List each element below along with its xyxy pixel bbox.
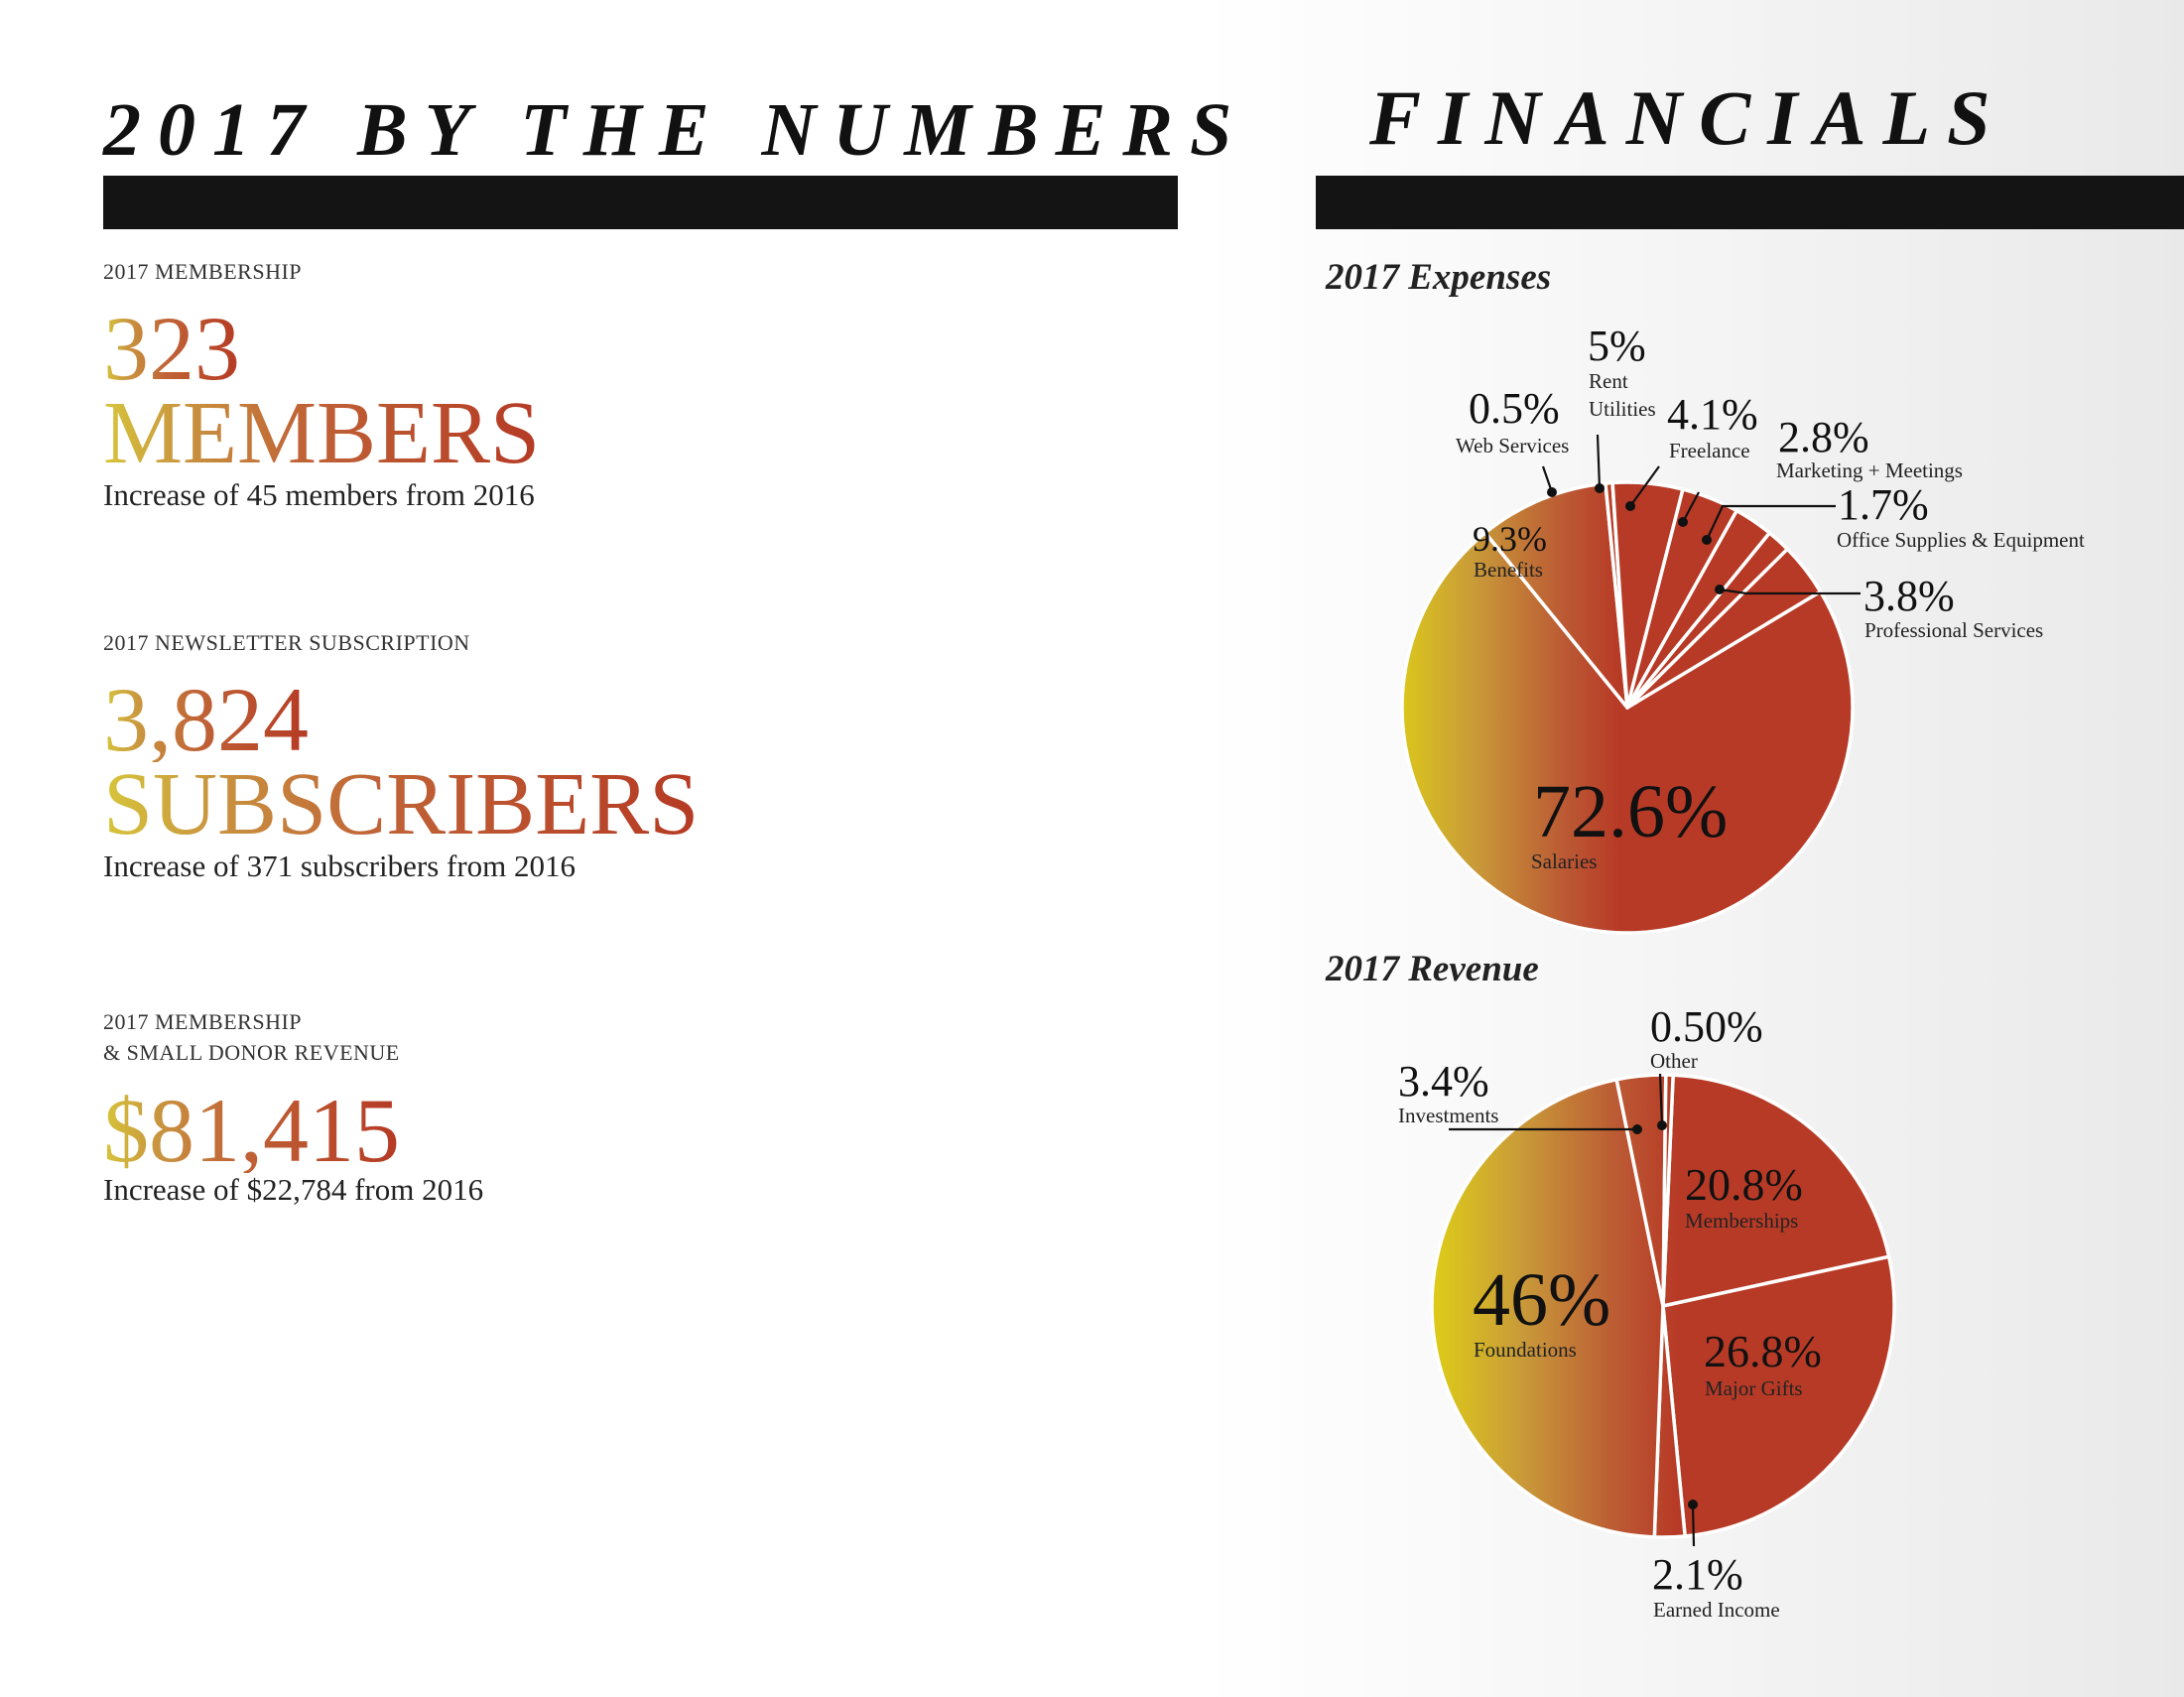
revenue-slice-major-gifts	[1661, 1254, 1896, 1538]
label-benefits: Benefits	[1474, 558, 1543, 582]
leader-professional	[1719, 587, 1861, 595]
label-rent-line2: Utilities	[1589, 397, 1656, 421]
label-major-gifts: Major Gifts	[1705, 1376, 1803, 1400]
leader-rent	[1596, 434, 1602, 489]
pct-office: 1.7%	[1838, 480, 1929, 529]
stat-note-members: Increase of 45 members from 2016	[103, 477, 535, 512]
stat-caption-revenue-line2: & SMALL DONOR REVENUE	[103, 1040, 400, 1065]
pct-foundations: 46%	[1473, 1258, 1610, 1342]
heading-bar-right	[1316, 176, 2184, 229]
stat-caption-revenue-line1: 2017 MEMBERSHIP	[103, 1009, 303, 1034]
dot-marketing	[1678, 517, 1688, 527]
expenses-chart-title: 2017 Expenses	[1326, 257, 1552, 298]
leader-marketing	[1682, 491, 1700, 523]
revenue-slice-memberships	[1661, 1073, 1891, 1308]
pct-salaries: 72.6%	[1533, 770, 1728, 853]
pct-investments: 3.4%	[1398, 1057, 1489, 1106]
pct-major-gifts: 26.8%	[1704, 1326, 1822, 1376]
pct-web-services: 0.5%	[1469, 384, 1560, 433]
revenue-leader-lines	[1449, 1073, 1696, 1547]
label-freelance: Freelance	[1669, 439, 1750, 462]
revenue-pie	[1430, 1073, 1896, 1539]
expenses-pie	[1400, 480, 1855, 935]
label-other: Other	[1650, 1049, 1698, 1073]
leader-office	[1706, 504, 1836, 541]
label-memberships: Memberships	[1685, 1209, 1798, 1233]
page-heading-numbers: 2017 BY THE NUMBERS	[103, 88, 1249, 172]
revenue-slice-foundations	[1430, 1078, 1665, 1539]
stat-number-subscribers: 3,824	[103, 669, 309, 770]
label-office: Office Supplies & Equipment	[1837, 528, 2085, 552]
expenses-slice-professional-services	[1625, 547, 1823, 710]
stat-unit-subscribers: SUBSCRIBERS	[103, 755, 700, 853]
label-web-services: Web Services	[1456, 434, 1569, 457]
dot-investments	[1632, 1124, 1642, 1134]
label-professional: Professional Services	[1864, 618, 2043, 642]
pct-marketing: 2.8%	[1778, 413, 1869, 461]
expenses-leader-dots	[1547, 483, 1725, 594]
expenses-slice-salaries	[1400, 531, 1855, 935]
pct-benefits: 9.3%	[1473, 519, 1547, 559]
label-marketing: Marketing + Meetings	[1776, 458, 1963, 482]
stat-caption-newsletter: 2017 NEWSLETTER SUBSCRIPTION	[103, 630, 470, 655]
leader-other	[1658, 1073, 1664, 1126]
stat-note-subscribers: Increase of 371 subscribers from 2016	[103, 848, 577, 883]
leader-freelance	[1629, 465, 1660, 507]
pct-professional: 3.8%	[1863, 572, 1955, 620]
dot-other	[1657, 1120, 1667, 1130]
dot-earned-income	[1688, 1500, 1698, 1509]
pct-rent: 5%	[1588, 322, 1646, 370]
stat-number-members: 323	[103, 298, 240, 399]
label-investments: Investments	[1398, 1104, 1498, 1127]
stat-note-revenue: Increase of $22,784 from 2016	[103, 1172, 484, 1207]
label-salaries: Salaries	[1531, 849, 1597, 873]
stat-caption-membership: 2017 MEMBERSHIP	[103, 259, 303, 284]
label-earned-income: Earned Income	[1653, 1598, 1780, 1622]
pct-memberships: 20.8%	[1685, 1159, 1803, 1210]
label-foundations: Foundations	[1474, 1338, 1577, 1362]
dot-freelance	[1625, 501, 1635, 511]
dot-rent	[1595, 483, 1605, 493]
leader-earned-income	[1691, 1503, 1696, 1547]
dot-professional	[1715, 585, 1725, 594]
dot-web-services	[1547, 487, 1557, 497]
stat-unit-members: MEMBERS	[103, 384, 541, 482]
revenue-slice-other	[1661, 1073, 1675, 1308]
heading-bar-left	[103, 176, 1178, 229]
stat-number-revenue: $81,415	[103, 1080, 400, 1181]
pct-other: 0.50%	[1650, 1002, 1763, 1051]
label-rent-line1: Rent	[1589, 369, 1628, 393]
page-heading-financials: FINANCIALS	[1369, 74, 2007, 161]
revenue-leader-dots	[1632, 1120, 1698, 1509]
pct-earned-income: 2.1%	[1652, 1550, 1743, 1599]
pct-freelance: 4.1%	[1667, 390, 1758, 439]
dot-office	[1702, 535, 1712, 545]
revenue-chart-title: 2017 Revenue	[1326, 949, 1539, 989]
